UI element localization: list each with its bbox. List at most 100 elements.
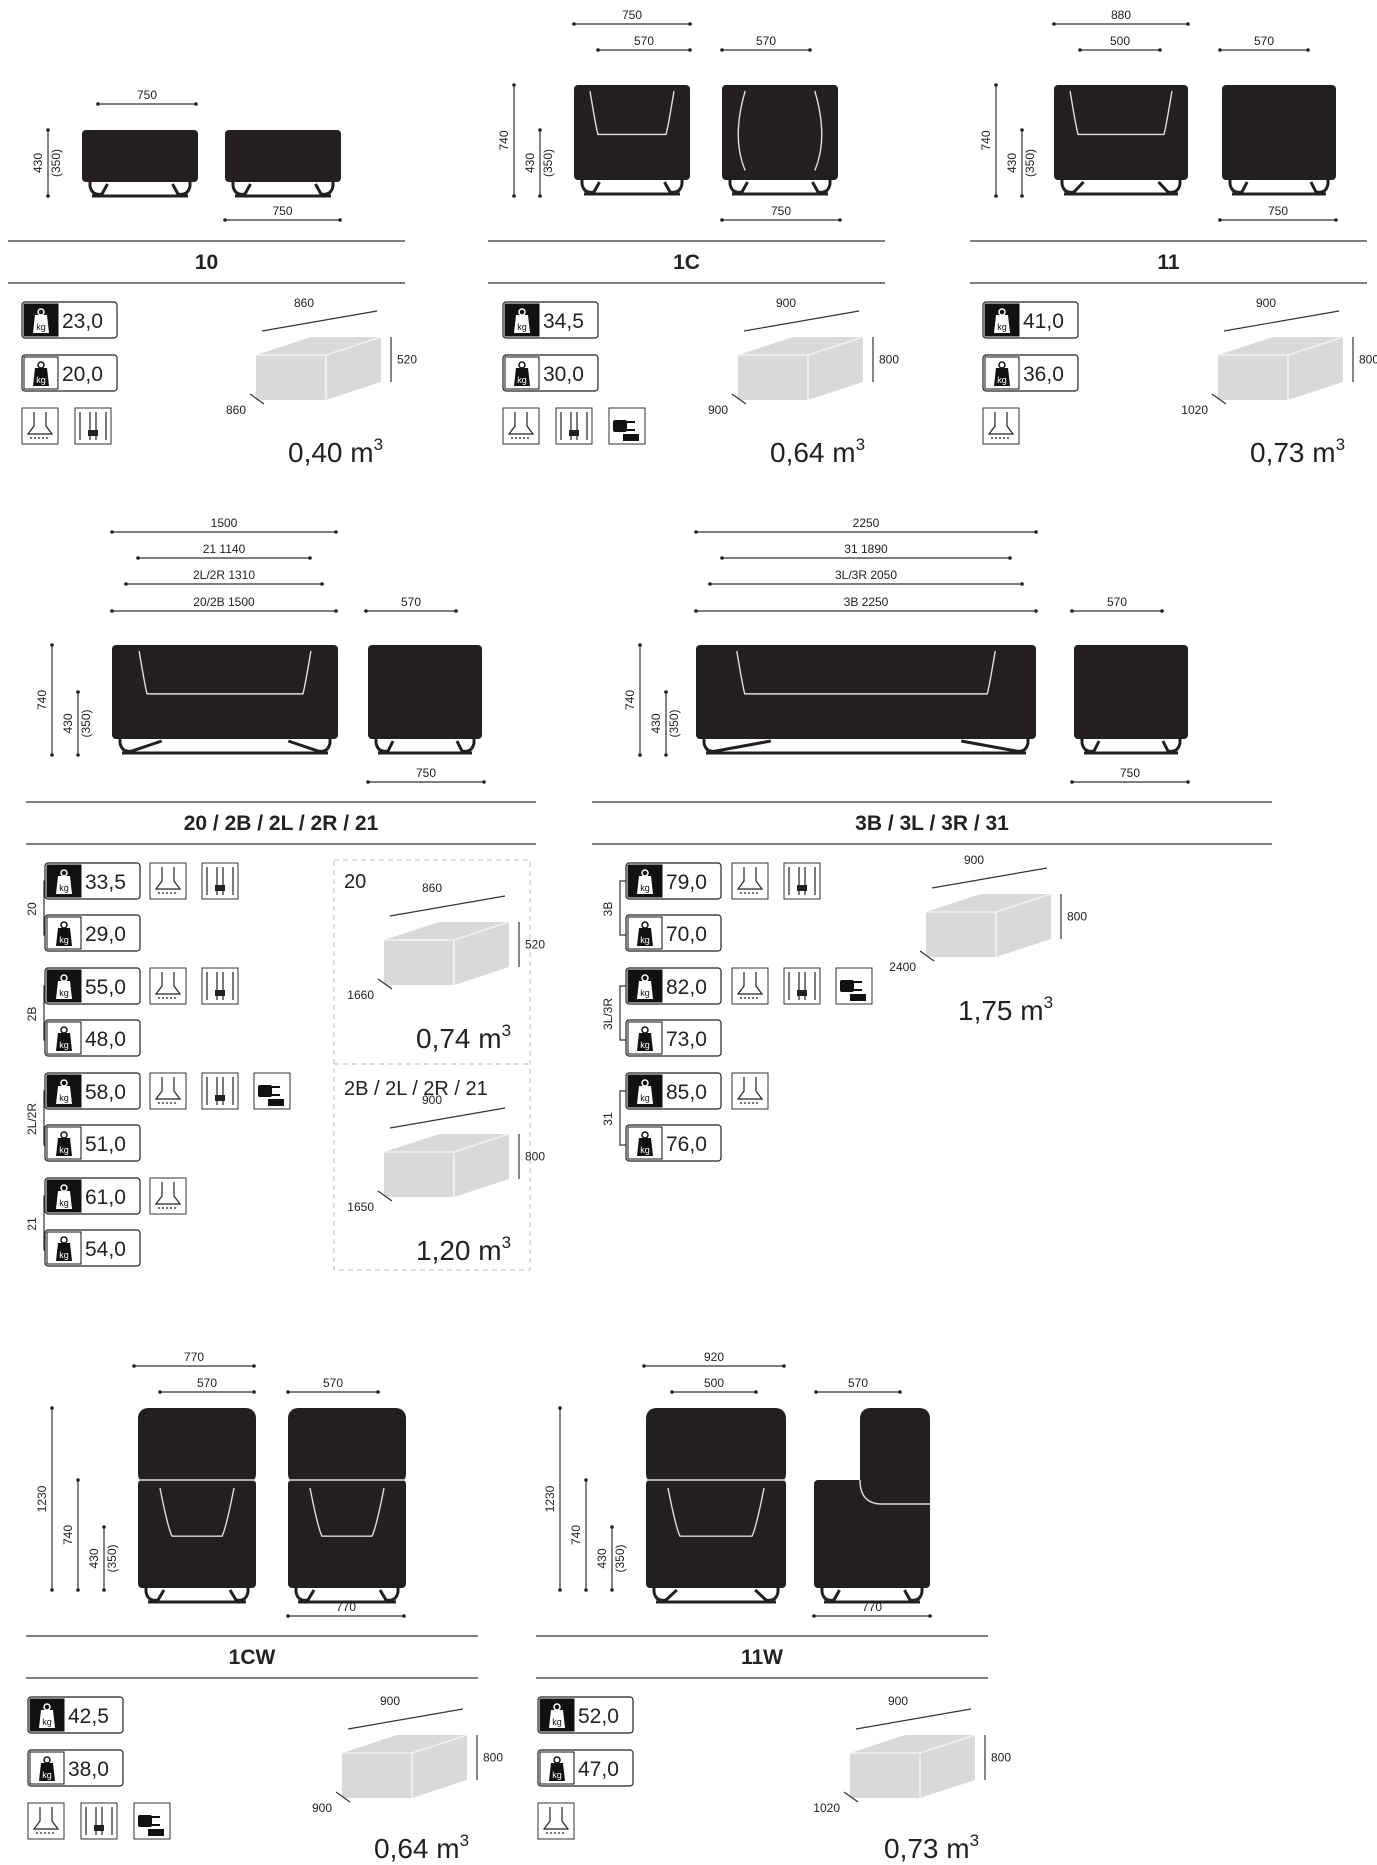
model3b-height-dim-label: 740 [623, 690, 637, 710]
model1cw-package-depth: 900 [312, 1801, 332, 1815]
kg-label: kg [36, 322, 46, 332]
kg-weight-icon: kg [637, 1026, 653, 1051]
model11w-height-dim: 740 [569, 1478, 588, 1592]
model20-side-view [368, 645, 482, 755]
model1cw-front-view [138, 1408, 256, 1604]
model11-seat-height-dim: 430 (350) [1005, 128, 1037, 198]
kg-weight-icon: kg [637, 921, 653, 946]
model11w-front-view [646, 1408, 786, 1604]
kg-label: kg [640, 1040, 650, 1050]
model11-side-view [1222, 85, 1336, 196]
model1cw-side-width-dim-label: 570 [323, 1376, 343, 1390]
link-icon [201, 1072, 239, 1110]
glide-icon [731, 862, 769, 900]
model10-weight-net-value: 20,0 [62, 363, 103, 386]
model3b-volume-exponent: 3 [1044, 993, 1053, 1012]
model3b-dim-line1-label: 2250 [853, 516, 880, 530]
model11w-weight-net-value: 47,0 [578, 1758, 619, 1781]
model3b-group-bracket: 3B [601, 880, 628, 936]
model20-package1-volume-unit: m [478, 1023, 501, 1054]
model20-group-weight-net-value: 29,0 [85, 923, 126, 946]
model1cw-inner-width-dim: 570 [158, 1376, 256, 1394]
model10-weight-gross: kg 23,0 [21, 301, 118, 339]
model1c-weight-net: kg 30,0 [502, 354, 599, 392]
model11w-weight-net: kg 47,0 [537, 1749, 634, 1787]
kg-weight-icon: kg [56, 1184, 72, 1209]
model3b-depth-dim: 750 [1070, 766, 1190, 784]
model3b-dim-line4: 3B 2250 [694, 595, 1038, 613]
model10-seat-height-dim-label: 430 [31, 153, 45, 173]
model3b-front-view [696, 645, 1036, 755]
model11-side-width-dim-label: 570 [1254, 34, 1274, 48]
model10-title: 10 [195, 251, 218, 274]
model20-group-weight-gross: kg 55,0 [44, 967, 141, 1005]
model11w-title: 11W [741, 1646, 783, 1669]
model1cw-seat-height-dim: 430 (350) [87, 1525, 119, 1592]
kg-weight-icon: kg [549, 1756, 565, 1781]
model10-volume-exponent: 3 [374, 435, 383, 454]
model3b-volume-value: 1,75 [958, 995, 1013, 1026]
model1cw-volume-unit: m [436, 1833, 459, 1864]
model11-height-dim: 740 [979, 83, 998, 198]
model10-package-depth: 860 [226, 403, 246, 417]
model11w-depth-dim-label: 770 [862, 1600, 882, 1614]
model1c-outer-width-dim-label: 750 [622, 8, 642, 22]
model20-group-weight-net-value: 51,0 [85, 1133, 126, 1156]
kg-label: kg [59, 1250, 69, 1260]
model1c-volume: 0,64 m3 [770, 435, 865, 468]
model11-depth-dim: 750 [1218, 204, 1338, 222]
model1cw-package-width: 900 [380, 1694, 400, 1708]
glide-icon [149, 967, 187, 1005]
link-icon [80, 1802, 118, 1840]
model10-package-height: 520 [397, 353, 417, 367]
model20-side-width-dim-label: 570 [401, 595, 421, 609]
model1c-side-view [722, 85, 838, 196]
kg-weight-icon: kg [56, 1131, 72, 1156]
model20-group-weight-net: kg 54,0 [44, 1229, 141, 1267]
kg-weight-icon: kg [56, 1026, 72, 1051]
model1cw-volume: 0,64 m3 [374, 1831, 469, 1864]
model11-front-view [1054, 85, 1188, 196]
model10-volume-unit: m [350, 437, 373, 468]
model3b-group-weight-gross: kg 82,0 [625, 967, 722, 1005]
kg-label: kg [640, 935, 650, 945]
model20-dim-line1-label: 1500 [211, 516, 238, 530]
kg-label: kg [517, 322, 527, 332]
model10-width-dim-label: 750 [137, 88, 157, 102]
model1c-height-dim-label: 740 [497, 130, 511, 150]
model11w-package-width: 900 [888, 1694, 908, 1708]
model3b-group-weight-gross-value: 85,0 [666, 1081, 707, 1104]
model1c-package-depth: 900 [708, 403, 728, 417]
model1cw-seat-height-dim-label: 430 [87, 1548, 101, 1568]
model10-side-view [225, 130, 341, 198]
model10-volume: 0,40 m3 [288, 435, 383, 468]
model20-group-weight-net: kg 29,0 [44, 914, 141, 952]
kg-label: kg [59, 935, 69, 945]
kg-label: kg [997, 322, 1007, 332]
model1c-depth-dim-label: 750 [771, 204, 791, 218]
model1c-seat-height-dim-alt-label: (350) [541, 149, 555, 177]
model20-dim-line2: 21 1140 [136, 542, 312, 560]
model1c-seat-height-dim-label: 430 [523, 153, 537, 173]
model1c-inner-width-dim-label: 570 [634, 34, 654, 48]
model20-package2-volume-value: 1,20 [416, 1235, 471, 1266]
model3b-dim-line2-label: 31 1890 [844, 542, 888, 556]
kg-weight-icon: kg [994, 308, 1010, 333]
model1c-volume-exponent: 3 [856, 435, 865, 454]
model11w-seat-height-dim: 430 (350) [595, 1525, 627, 1592]
model11w-seat-height-dim-label: 430 [595, 1548, 609, 1568]
model3b-side-width-dim-label: 570 [1107, 595, 1127, 609]
kg-weight-icon: kg [56, 1079, 72, 1104]
model20-group-weight-gross-value: 55,0 [85, 976, 126, 999]
model3b-dim-line4-label: 3B 2250 [844, 595, 889, 609]
kg-label: kg [59, 883, 69, 893]
kg-label: kg [42, 1717, 52, 1727]
model1cw-height-dim: 740 [61, 1478, 80, 1592]
model10-package: 860 520 860 [226, 296, 417, 417]
model11-inner-width-dim: 500 [1078, 34, 1162, 52]
model11w-side-view [814, 1408, 930, 1604]
model20-group-weight-gross-value: 33,5 [85, 871, 126, 894]
model11w-package-depth: 1020 [813, 1801, 840, 1815]
model11-package-depth: 1020 [1181, 403, 1208, 417]
model3b-group-weight-gross-value: 79,0 [666, 871, 707, 894]
